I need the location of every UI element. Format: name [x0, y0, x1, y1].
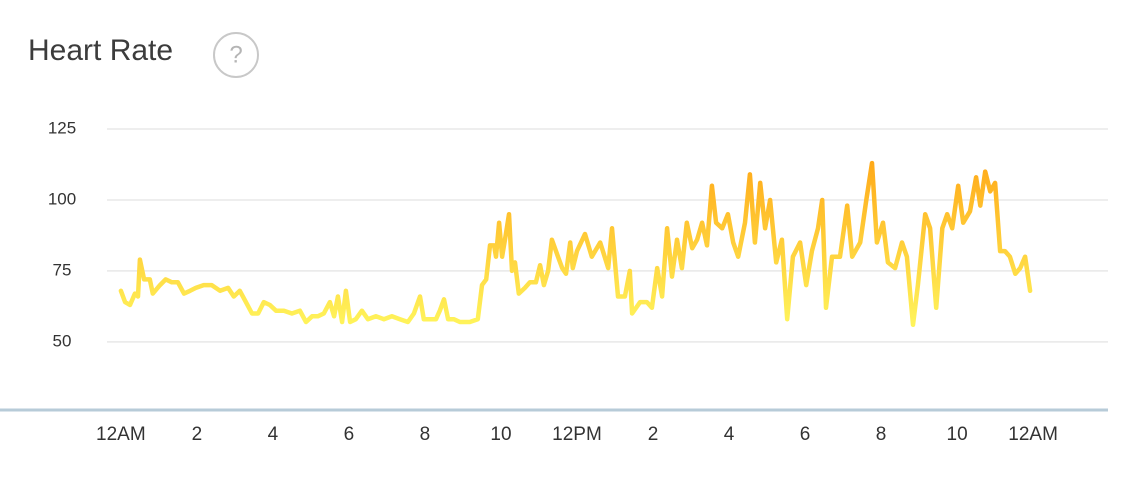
- x-tick-label: 12AM: [1008, 424, 1058, 445]
- y-tick-label: 50: [53, 331, 72, 350]
- x-tick-label: 4: [724, 424, 735, 445]
- heart-rate-line: [118, 160, 1033, 328]
- x-tick-label: 4: [268, 424, 279, 445]
- x-tick-label: 6: [344, 424, 355, 445]
- y-tick-label: 125: [48, 118, 76, 137]
- x-tick-label: 12PM: [552, 424, 602, 445]
- y-tick-label: 75: [53, 260, 72, 279]
- x-tick-label: 8: [420, 424, 431, 445]
- help-icon[interactable]: ?: [229, 41, 242, 68]
- y-tick-label: 100: [48, 189, 76, 208]
- x-tick-label: 6: [800, 424, 811, 445]
- help-circle[interactable]: [213, 32, 259, 78]
- x-tick-label: 8: [876, 424, 887, 445]
- x-tick-label: 12AM: [96, 424, 146, 445]
- chart-title: Heart Rate: [28, 34, 173, 67]
- x-tick-label: 10: [490, 424, 511, 445]
- x-tick-label: 2: [192, 424, 203, 445]
- x-tick-label: 10: [947, 424, 968, 445]
- x-tick-label: 2: [648, 424, 659, 445]
